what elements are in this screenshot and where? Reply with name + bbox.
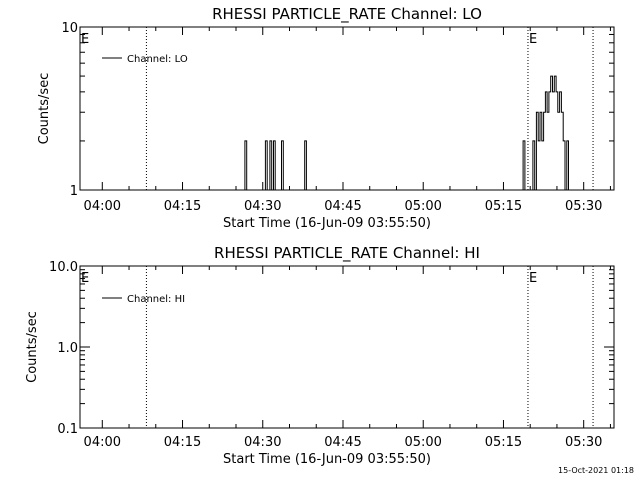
vertical-marker-label: E (529, 32, 537, 47)
x-tick-label: 04:45 (324, 199, 361, 214)
x-tick-label: 05:00 (404, 199, 441, 214)
chart-panel-2: RHESSI PARTICLE_RATE Channel: HI 0.1 1.0 10… (25, 244, 615, 467)
x-tick-label: 04:00 (84, 199, 121, 214)
series-line (80, 75, 614, 191)
edge-marker-label: E (81, 271, 89, 286)
chart-title: RHESSI PARTICLE_RATE Channel: HI (214, 244, 480, 263)
y-axis-label: Counts/sec (25, 311, 40, 383)
y-tick-label: 0.1 (57, 422, 78, 437)
x-tick-label: 04:15 (164, 435, 201, 450)
x-axis-label: Start Time (16-Jun-09 03:55:50) (223, 216, 431, 231)
x-tick-label: 05:00 (404, 435, 441, 450)
edge-marker-label: E (81, 32, 89, 47)
vertical-marker-label: E (529, 271, 537, 286)
y-tick-label: 1.0 (57, 341, 78, 356)
y-tick-label: 10.0 (49, 260, 78, 275)
x-tick-label: 05:15 (485, 199, 522, 214)
y-tick-label: 10 (61, 21, 78, 36)
y-axis-label: Counts/sec (37, 73, 52, 145)
x-tick-label: 04:15 (164, 199, 201, 214)
plot-frame (79, 265, 615, 429)
x-axis-label: Start Time (16-Jun-09 03:55:50) (223, 452, 431, 467)
x-tick-label: 05:30 (565, 199, 602, 214)
x-tick-label: 04:45 (324, 435, 361, 450)
legend-entry: Channel: HI (127, 294, 185, 305)
chart-title: RHESSI PARTICLE_RATE Channel: LO (212, 5, 482, 24)
x-tick-label: 04:00 (84, 435, 121, 450)
footer-timestamp: 15-Oct-2021 01:18 (558, 466, 634, 475)
chart-panel-1: RHESSI PARTICLE_RATE Channel: LO 1 10 04:00… (37, 5, 615, 231)
plot-frame (79, 26, 615, 191)
x-tick-label: 05:15 (485, 435, 522, 450)
x-tick-label: 04:30 (244, 435, 281, 450)
x-tick-label: 05:30 (565, 435, 602, 450)
legend-entry: Channel: LO (127, 54, 188, 65)
x-tick-label: 04:30 (244, 199, 281, 214)
y-tick-label: 1 (70, 184, 78, 199)
